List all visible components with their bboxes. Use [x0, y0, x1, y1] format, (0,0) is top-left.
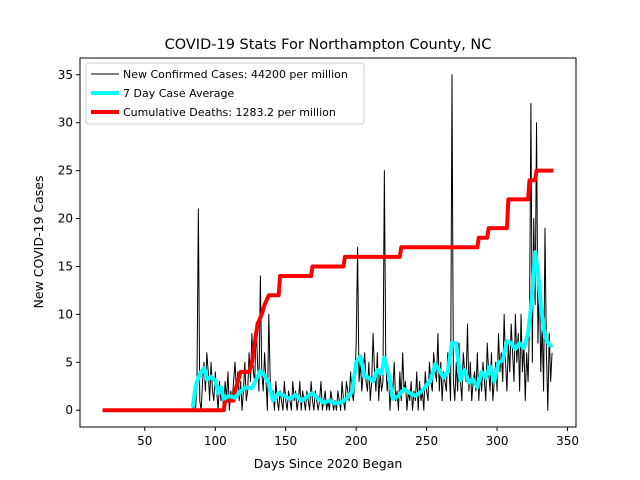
- x-tick-label: 250: [415, 434, 438, 448]
- x-axis-label: Days Since 2020 Began: [254, 456, 403, 471]
- legend-box: [85, 62, 365, 125]
- legend-label-new-cases: New Confirmed Cases: 44200 per million: [123, 68, 348, 81]
- x-tick-label: 350: [556, 434, 579, 448]
- series-line-cumulative-deaths: [102, 168, 554, 413]
- y-tick-label: 35: [58, 68, 73, 82]
- y-axis-label: New COVID-19 Cases: [31, 176, 46, 309]
- y-axis-ticks: 0 5 10 15 20 25 30 35: [58, 68, 80, 417]
- series-line-new-cases: [102, 74, 553, 411]
- chart-title: COVID-19 Stats For Northampton County, N…: [165, 37, 492, 53]
- x-axis-ticks: 50 100 150 200 250 300 350: [137, 427, 579, 448]
- y-tick-label: 25: [58, 164, 73, 178]
- plot-area-frame: [79, 57, 577, 428]
- x-tick-label: 300: [486, 434, 509, 448]
- legend: New Confirmed Cases: 44200 per million 7…: [85, 62, 365, 125]
- series-line-7day-average: [190, 250, 554, 408]
- y-tick-label: 0: [65, 403, 73, 417]
- y-tick-label: 10: [58, 307, 73, 321]
- y-tick-label: 5: [65, 355, 73, 369]
- y-tick-label: 30: [58, 116, 73, 130]
- x-tick-label: 50: [137, 434, 152, 448]
- legend-label-7day-average: 7 Day Case Average: [123, 87, 235, 100]
- x-tick-label: 100: [204, 434, 227, 448]
- legend-label-cumulative-deaths: Cumulative Deaths: 1283.2 per million: [123, 106, 336, 119]
- plot-series-group: [102, 74, 554, 413]
- x-tick-label: 200: [345, 434, 368, 448]
- x-tick-label: 150: [274, 434, 297, 448]
- y-tick-label: 15: [58, 259, 73, 273]
- y-tick-label: 20: [58, 212, 73, 226]
